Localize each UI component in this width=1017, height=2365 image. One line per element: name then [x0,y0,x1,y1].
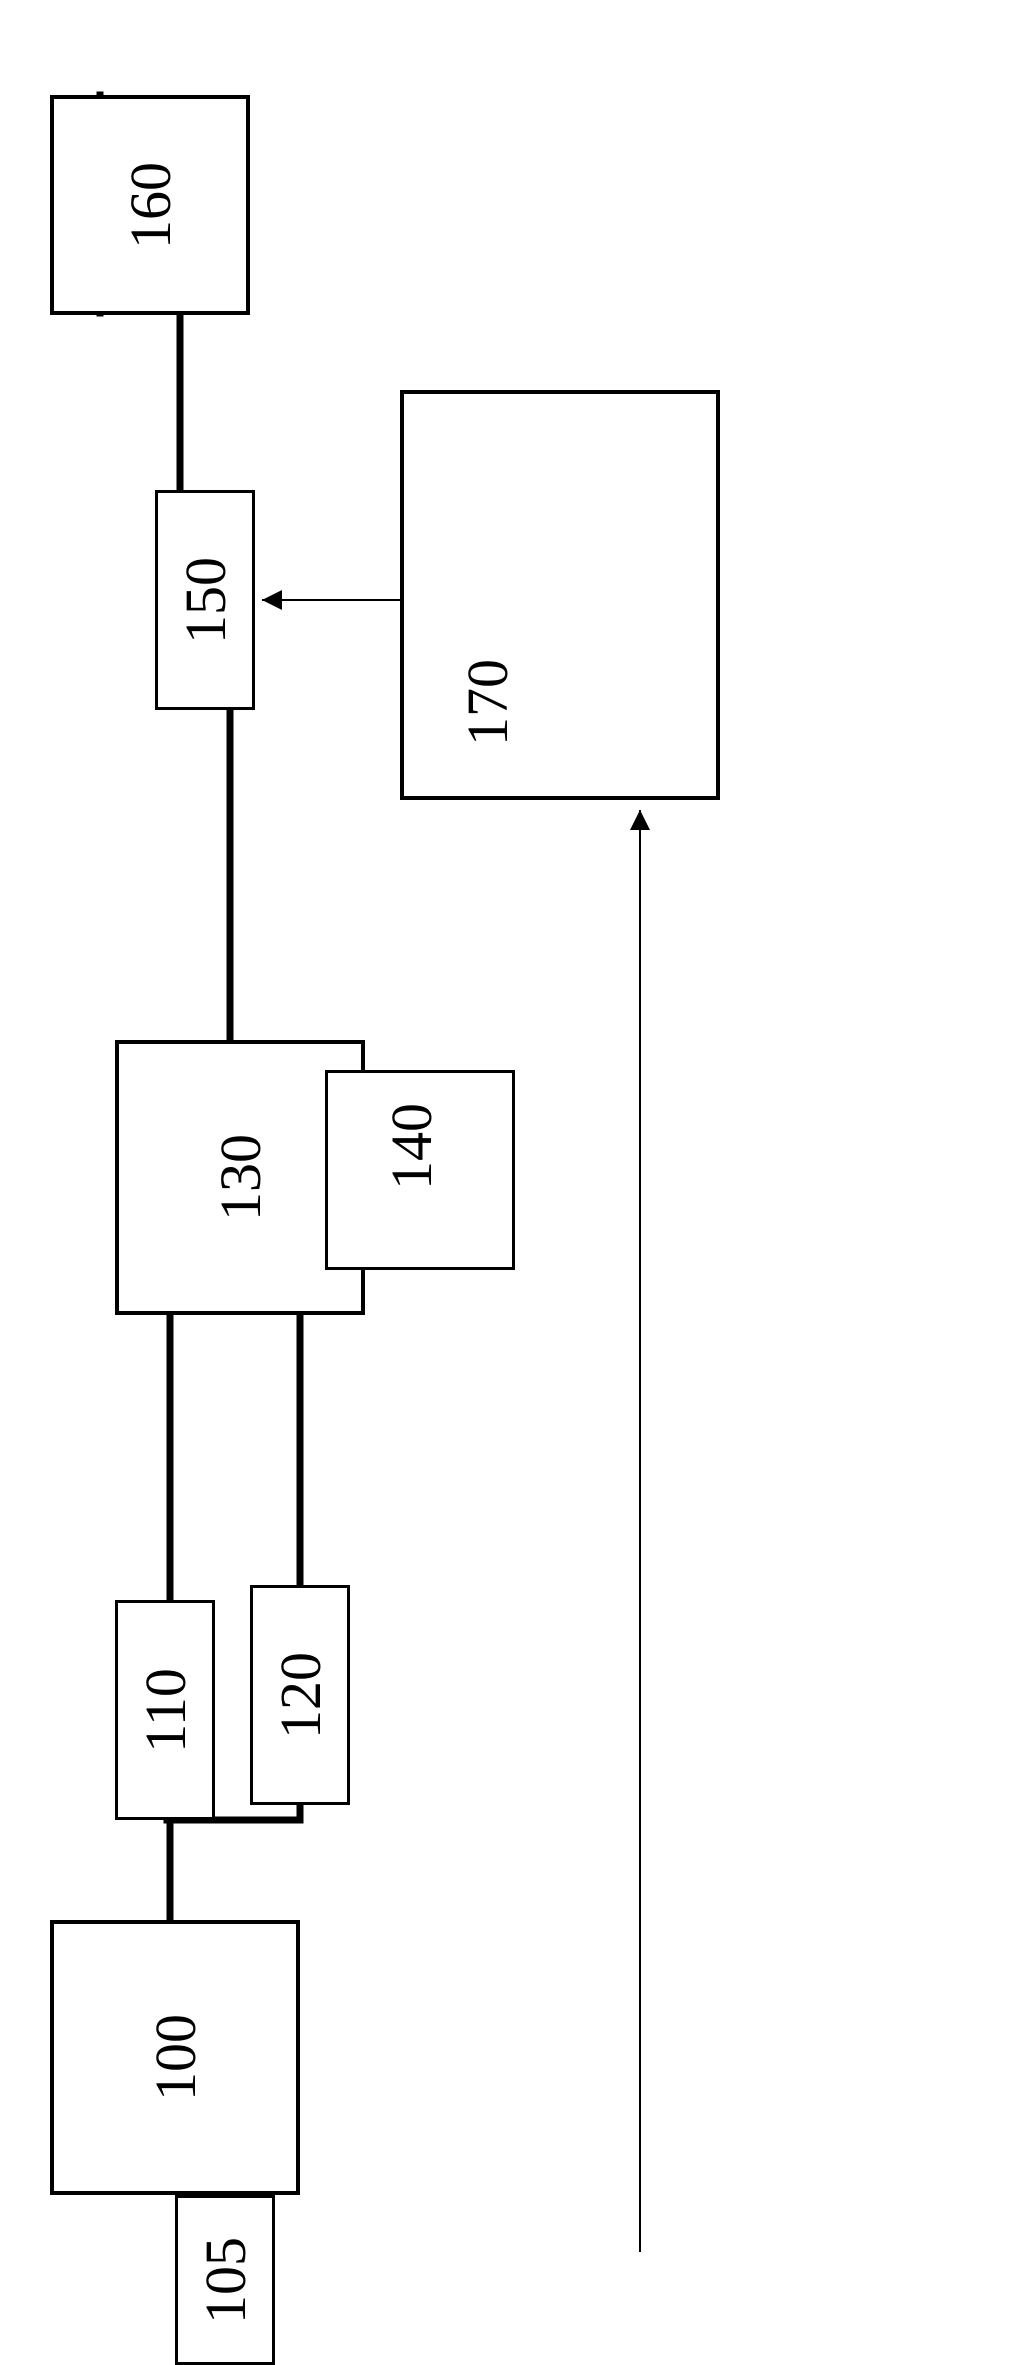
node-150-label: 150 [172,557,239,644]
node-160: 160 [50,95,250,315]
node-140: 140 [325,1070,515,1270]
node-120-label: 120 [267,1652,334,1739]
node-105: 105 [175,2195,275,2365]
node-110: 110 [115,1600,215,1820]
node-100: 100 [50,1920,300,2195]
edge-105-170 [275,810,640,2252]
node-170-label: 170 [454,659,521,746]
node-150: 150 [155,490,255,710]
node-140-label: 140 [378,1103,445,1190]
node-105-label: 105 [192,2237,259,2324]
node-170: 170 [400,390,720,800]
node-110-label: 110 [131,1668,198,1753]
node-130-label: 130 [207,1134,274,1221]
node-120: 120 [250,1585,350,1805]
node-160-label: 160 [117,162,184,249]
node-100-label: 100 [142,2014,209,2101]
